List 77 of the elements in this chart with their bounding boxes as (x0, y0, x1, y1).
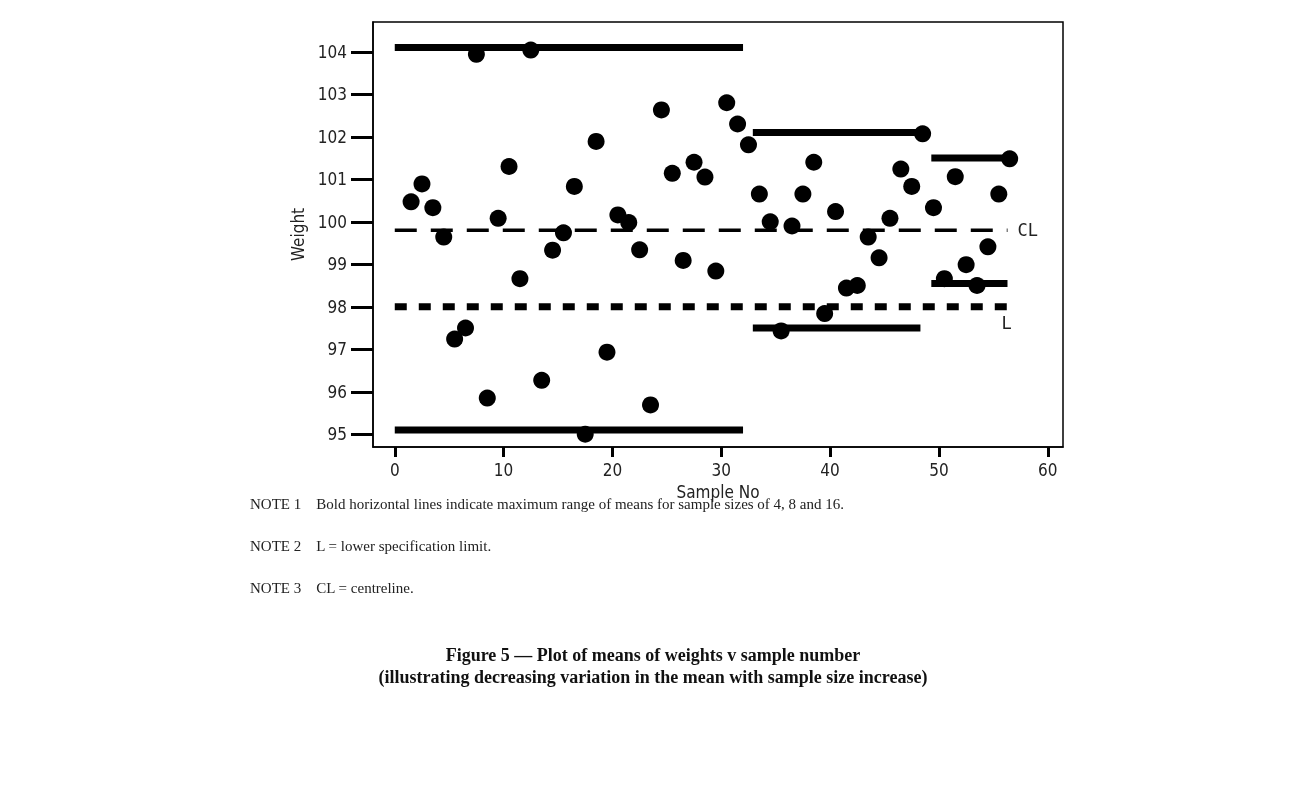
point (413, 175, 431, 193)
x-tick-label: 30 (711, 459, 731, 480)
y-axis-title: Weight (288, 207, 309, 262)
point (783, 217, 801, 235)
x-tick-label: 20 (602, 459, 623, 480)
point (870, 249, 888, 267)
x-tick-label: 50 (929, 459, 949, 480)
y-tick-label: 102 (317, 126, 347, 147)
point (827, 203, 845, 221)
point (696, 168, 714, 186)
point (631, 241, 649, 259)
point (565, 177, 583, 195)
point (620, 214, 638, 232)
point (805, 153, 823, 171)
point (674, 251, 692, 269)
point (522, 41, 540, 59)
text: Figure 5 — Plot of means of weights v sample number (445, 645, 861, 665)
point (478, 389, 496, 407)
y-tick-label: 98 (327, 296, 347, 317)
point (739, 136, 757, 154)
y-tick-label: 95 (327, 424, 347, 445)
point (968, 277, 986, 294)
y-tick-label: 96 (327, 381, 347, 402)
x-tick-label: 0 (389, 459, 400, 480)
point (859, 228, 877, 246)
text: NOTE 3 CL = centreline. (250, 579, 414, 596)
point (946, 168, 964, 186)
point (554, 224, 572, 242)
series-label: L (1001, 312, 1012, 333)
point (979, 238, 997, 256)
point (587, 132, 605, 150)
point (772, 322, 790, 340)
text: NOTE 2 L = lower specification limit. (250, 537, 492, 554)
point (718, 94, 736, 112)
point (500, 158, 518, 175)
point (761, 213, 779, 231)
point (729, 115, 747, 133)
point (1001, 150, 1019, 168)
text: (illustrating decreasing variation in the mean with sample size increase) (378, 667, 928, 688)
point (707, 262, 725, 280)
point (642, 396, 660, 414)
point (816, 305, 834, 323)
point (424, 199, 442, 217)
x-tick-label: 40 (820, 459, 840, 480)
point (990, 185, 1008, 203)
point (533, 371, 551, 389)
point (794, 185, 812, 203)
point (903, 177, 921, 195)
point (598, 343, 616, 361)
point (446, 330, 464, 348)
y-tick-label: 104 (317, 41, 347, 62)
point (402, 193, 420, 211)
x-tick-label: 10 (493, 459, 514, 480)
point (957, 256, 975, 274)
series-label: CL (1017, 220, 1038, 241)
y-tick-label: 97 (327, 339, 347, 360)
point (489, 209, 507, 227)
x-tick-label: 60 (1038, 459, 1058, 480)
point (881, 209, 899, 227)
y-tick-label: 103 (317, 84, 347, 105)
point (511, 270, 529, 288)
point (685, 153, 703, 171)
point (892, 160, 910, 178)
point (544, 241, 562, 259)
point (925, 199, 942, 217)
point (652, 101, 670, 119)
point (576, 425, 594, 443)
y-tick-label: 100 (317, 211, 347, 232)
point (435, 228, 453, 246)
point (935, 270, 953, 288)
y-tick-label: 101 (317, 169, 347, 190)
point (848, 277, 866, 294)
point (457, 319, 475, 337)
y-tick-label: 99 (327, 254, 347, 275)
point (750, 185, 768, 203)
point (663, 164, 681, 182)
point (914, 125, 932, 143)
